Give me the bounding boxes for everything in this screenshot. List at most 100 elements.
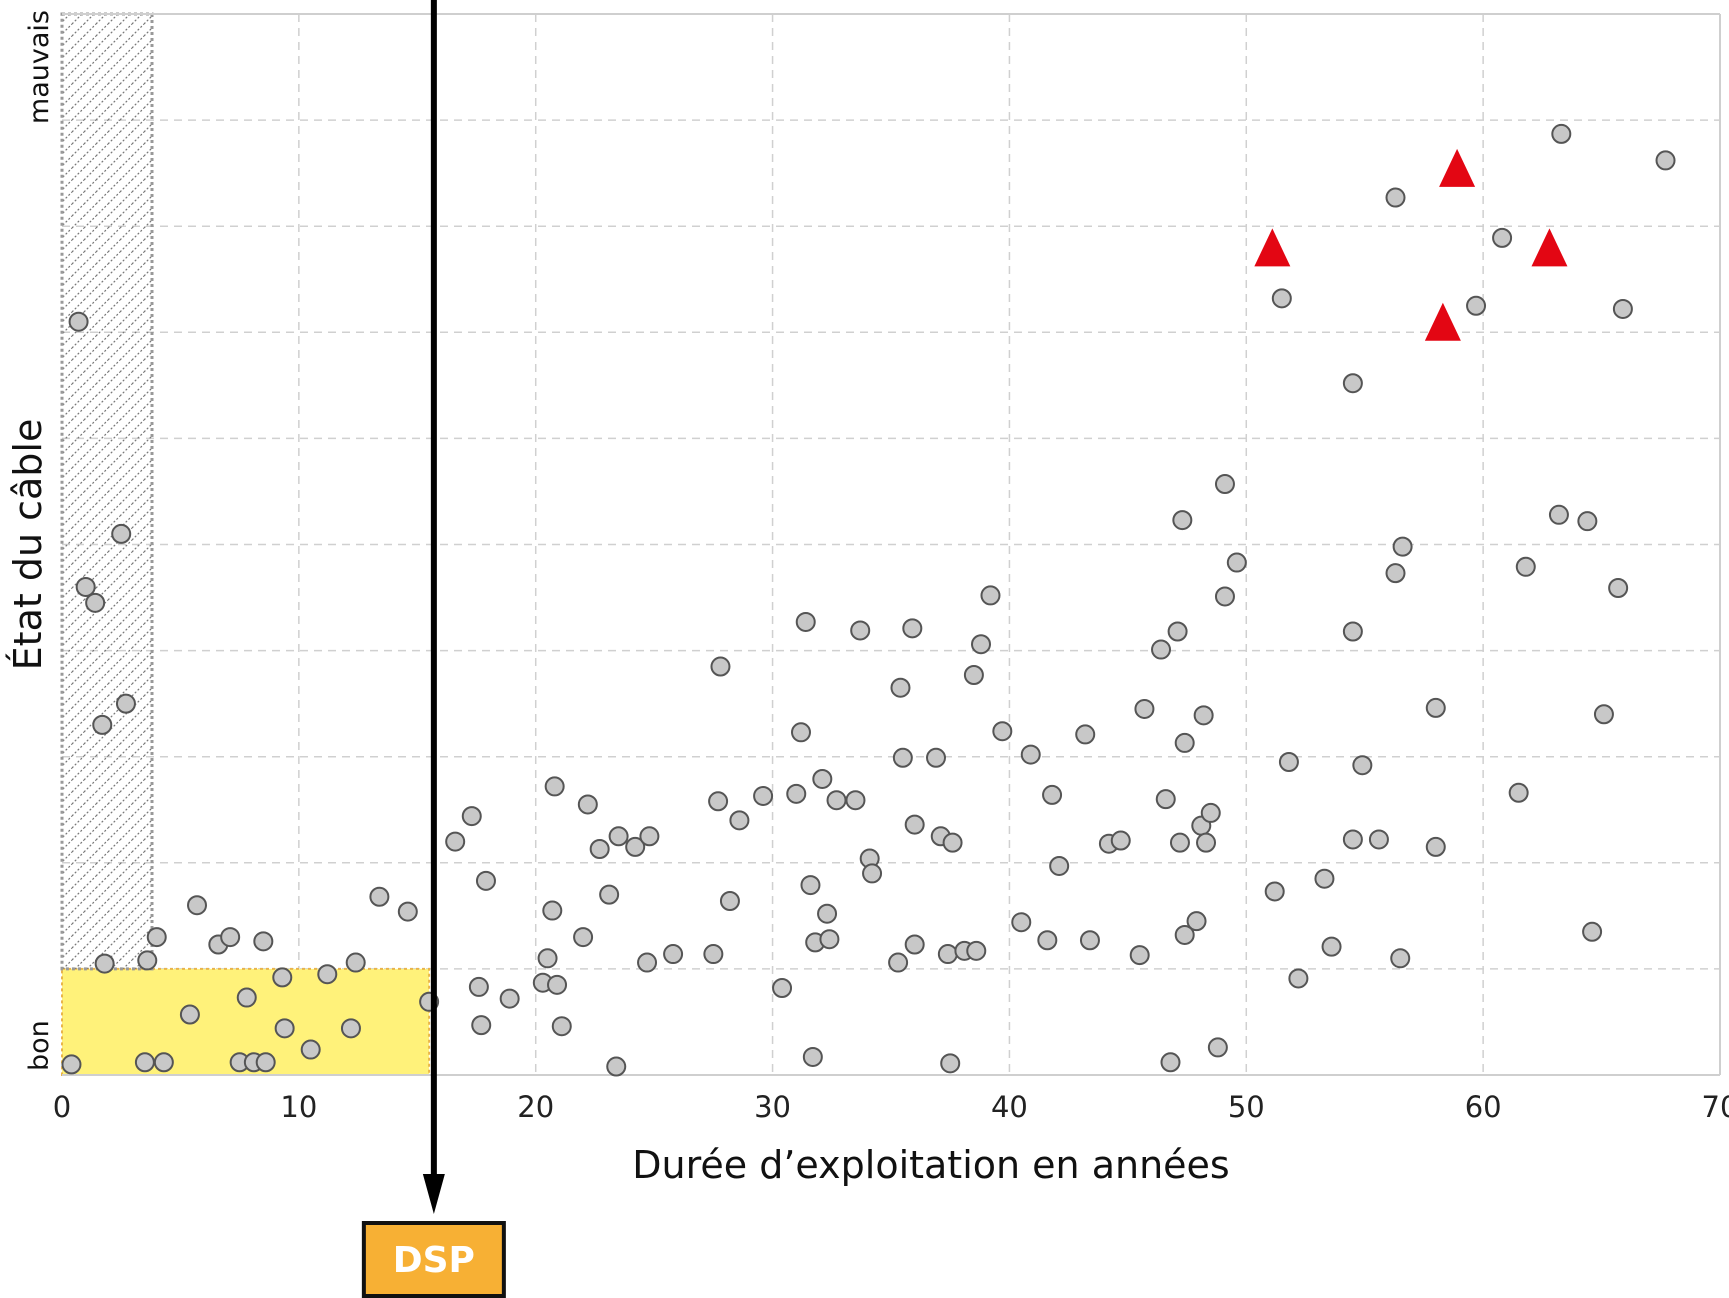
- data-point: [1342, 373, 1363, 394]
- data-point: [542, 900, 563, 921]
- y-label-bon: bon: [24, 1020, 55, 1071]
- data-point: [1214, 586, 1235, 607]
- data-point: [1196, 832, 1217, 853]
- data-point: [573, 927, 594, 948]
- data-point: [890, 677, 911, 698]
- data-point: [800, 875, 821, 896]
- x-tick-label: 70: [1702, 1090, 1729, 1124]
- data-point: [369, 886, 390, 907]
- data-point: [937, 944, 958, 965]
- data-point: [1425, 697, 1446, 718]
- data-point: [153, 1052, 174, 1073]
- data-point: [926, 747, 947, 768]
- data-point: [639, 826, 660, 847]
- data-point: [971, 634, 992, 655]
- data-point: [1042, 784, 1063, 805]
- data-point: [1288, 968, 1309, 989]
- data-point: [94, 953, 115, 974]
- data-point: [272, 967, 293, 988]
- data-point: [468, 976, 489, 997]
- data-point: [812, 768, 833, 789]
- data-point: [1155, 789, 1176, 810]
- data-point: [608, 826, 629, 847]
- data-point: [753, 785, 774, 806]
- data-point: [1368, 829, 1389, 850]
- data-point: [340, 1018, 361, 1039]
- data-point-triangle: [1439, 148, 1476, 187]
- data-point: [1582, 921, 1603, 942]
- data-point: [1264, 881, 1285, 902]
- data-point: [1314, 868, 1335, 889]
- data-point: [599, 884, 620, 905]
- dsp-arrow-head: [422, 1174, 445, 1214]
- data-point: [1129, 945, 1150, 966]
- data-point: [729, 810, 750, 831]
- x-tick-label: 20: [517, 1090, 554, 1124]
- dsp-label: DSP: [393, 1240, 475, 1281]
- data-point: [1174, 924, 1195, 945]
- data-point: [1200, 802, 1221, 823]
- data-point: [1151, 639, 1172, 660]
- data-point: [1577, 511, 1598, 532]
- data-point: [179, 1004, 200, 1025]
- data-point: [1186, 911, 1207, 932]
- data-point: [1110, 830, 1131, 851]
- data-point: [802, 1046, 823, 1067]
- x-tick-labels: 0 10 20 30 40 50 60 70: [53, 1090, 1729, 1124]
- data-point: [220, 927, 241, 948]
- data-point: [85, 592, 106, 613]
- data-point: [1392, 536, 1413, 557]
- data-point: [137, 950, 158, 971]
- highlight-regions: [60, 12, 431, 1077]
- data-point: [1321, 936, 1342, 957]
- data-point: [904, 934, 925, 955]
- data-point: [111, 523, 132, 544]
- data-point: [544, 776, 565, 797]
- data-point-triangle: [1531, 228, 1568, 267]
- data-point: [826, 790, 847, 811]
- data-point: [966, 940, 987, 961]
- data-point: [236, 987, 257, 1008]
- data-point: [253, 931, 274, 952]
- data-point: [1390, 948, 1411, 969]
- data-point: [942, 832, 963, 853]
- data-point: [1612, 298, 1633, 319]
- data-point: [940, 1053, 961, 1074]
- data-point: [1551, 123, 1572, 144]
- data-point: [904, 814, 925, 835]
- y-label-mauvais: mauvais: [24, 10, 55, 124]
- data-point: [790, 722, 811, 743]
- data-point: [1385, 563, 1406, 584]
- data-point: [551, 1016, 572, 1037]
- x-tick-label: 30: [754, 1090, 791, 1124]
- data-point: [1193, 705, 1214, 726]
- data-point: [345, 952, 366, 973]
- data-point: [892, 747, 913, 768]
- x-tick-label: 10: [280, 1090, 317, 1124]
- data-point: [1134, 698, 1155, 719]
- data-points: [61, 123, 1676, 1077]
- data-point: [1167, 621, 1188, 642]
- data-point: [475, 870, 496, 891]
- data-point: [1278, 752, 1299, 773]
- data-point: [1466, 295, 1487, 316]
- data-point: [703, 944, 724, 965]
- x-axis-title: Durée d’exploitation en années: [632, 1143, 1229, 1187]
- data-point: [1655, 150, 1676, 171]
- x-tick-label: 40: [991, 1090, 1028, 1124]
- data-point: [146, 927, 167, 948]
- data-point: [1271, 288, 1292, 309]
- x-tick-label: 60: [1465, 1090, 1502, 1124]
- data-point: [1226, 552, 1247, 573]
- data-point: [663, 944, 684, 965]
- data-point-triangle: [1254, 228, 1291, 267]
- data-point: [1160, 1052, 1181, 1073]
- data-point: [817, 903, 838, 924]
- data-point: [772, 977, 793, 998]
- data-point: [134, 1052, 155, 1073]
- data-point: [300, 1039, 321, 1060]
- data-point: [187, 895, 208, 916]
- data-point: [61, 1054, 82, 1075]
- data-point: [471, 1015, 492, 1036]
- data-point: [708, 791, 729, 812]
